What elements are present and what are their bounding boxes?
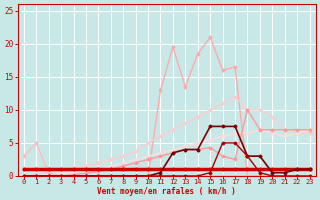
X-axis label: Vent moyen/en rafales ( km/h ): Vent moyen/en rafales ( km/h ) <box>97 187 236 196</box>
